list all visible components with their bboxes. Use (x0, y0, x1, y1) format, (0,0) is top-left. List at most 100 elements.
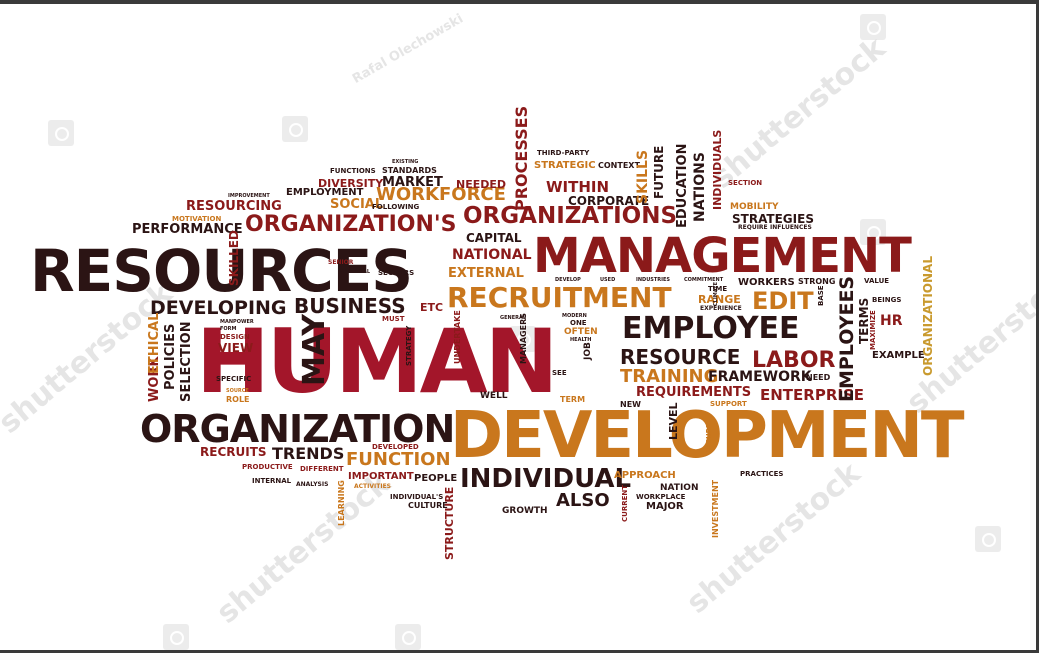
word-general: GENERAL (500, 315, 527, 321)
word-nation: NATION (660, 483, 699, 493)
word-climate: CLIMATE (713, 282, 719, 306)
watermark-badge-icon (975, 526, 1001, 552)
watermark-badge-icon (510, 326, 536, 352)
watermark-text: Rafal Olechowski (350, 11, 466, 87)
word-enterprise: ENTERPRISE (760, 386, 865, 404)
word-resourcing: RESOURCING (186, 199, 282, 214)
word-management: MANAGEMENT (533, 228, 912, 284)
word-commitment: COMMITMENT (684, 277, 724, 283)
watermark-badge-icon (395, 624, 421, 650)
word-employees: EMPLOYEES (836, 275, 858, 402)
word-develop: DEVELOP (555, 277, 581, 283)
word-functions: FUNCTIONS (330, 167, 376, 175)
word-needed: NEEDED (456, 178, 507, 191)
word-beings: BEINGS (872, 296, 902, 304)
word-new: NEW (620, 400, 641, 409)
word-financial: FINANCIAL (340, 269, 371, 275)
watermark-text: shutterstock (210, 465, 398, 631)
word-senior: SENIOR (328, 259, 354, 266)
watermark-badge-icon (163, 624, 189, 650)
word-workplace: WORKPLACE (636, 493, 686, 501)
word-employee: EMPLOYEE (622, 311, 800, 346)
word-modern: MODERN (562, 313, 587, 319)
word-base: BASE (817, 285, 825, 306)
word-market: MARKET (382, 175, 443, 190)
word-performance: PERFORMANCE (132, 222, 243, 237)
word-section: SECTION (728, 179, 763, 187)
word-role: ROLE (226, 395, 250, 404)
word-policies: POLICIES (163, 323, 178, 390)
word-human: HUMAN (196, 310, 558, 413)
word-organization: ORGANIZATION (140, 407, 455, 451)
word-edit: EDIT (752, 287, 814, 315)
word-level: LEVEL (667, 402, 680, 440)
word-important: IMPORTANT (348, 471, 414, 482)
word-recruitment: RECRUITMENT (447, 281, 672, 314)
word-support: SUPPORT (710, 400, 747, 408)
word-source: SOURCE (226, 388, 249, 394)
word-standards: STANDARDS (382, 166, 437, 175)
word-view: VIEW (218, 341, 254, 355)
word-industries: INDUSTRIES (636, 277, 670, 283)
word-processes: PROCESSES (512, 105, 531, 211)
word-following: FOLLOWING (372, 203, 420, 211)
word-sectors: SECTORS (378, 269, 415, 277)
word-often: OFTEN (564, 327, 598, 337)
word-maximize: MAXIMIZE (869, 310, 877, 350)
word-employment: EMPLOYMENT (286, 187, 364, 198)
word-education: EDUCATION (675, 143, 690, 228)
word-used: USED (600, 277, 616, 283)
word-secure: SECURE (705, 423, 713, 454)
word-strategies: STRATEGIES (732, 212, 814, 226)
word-motivation: MOTIVATION (172, 215, 222, 223)
watermark-badge-icon (282, 116, 308, 142)
word-business: BUSINESS (294, 294, 406, 318)
word-workforce: WORKFORCE (376, 184, 506, 205)
word-well: WELL (480, 391, 508, 401)
word-major: MAJOR (646, 501, 684, 512)
word-one: ONE (570, 319, 587, 327)
word-must: MUST (382, 315, 405, 323)
word-resources: RESOURCES (30, 237, 413, 305)
word-managers: MANAGERS (519, 313, 528, 364)
word-capital: CAPITAL (466, 231, 522, 245)
word-organizations-possessive: ORGANIZATION'S (245, 212, 457, 237)
watermark-text: shutterstock (705, 30, 893, 196)
word-culture: CULTURE (408, 501, 448, 510)
word-individuals: INDIVIDUALS (711, 129, 724, 210)
word-trends: TRENDS (272, 444, 345, 463)
word-within: WITHIN (546, 178, 610, 196)
word-cloud-image: shutterstock shutterstock shutterstock s… (0, 4, 1036, 650)
word-recruits: RECRUITS (200, 445, 267, 459)
word-context: CONTEXT (598, 161, 640, 170)
word-nations: NATIONS (692, 152, 708, 222)
word-etc: ETC (420, 301, 444, 314)
word-strategic: STRATEGIC (534, 160, 596, 171)
word-third-party: THIRD-PARTY (537, 149, 590, 157)
word-influences: INFLUENCES (770, 224, 812, 231)
word-strong: STRONG (798, 277, 836, 286)
word-existing: EXISTING (392, 159, 419, 165)
word-skills: SKILLS (635, 149, 651, 204)
word-ethical: ETHICAL (147, 312, 162, 374)
word-individuals-possessive: INDIVIDUAL'S (390, 493, 444, 501)
word-require: REQUIRE (738, 224, 768, 231)
word-developed: DEVELOPED (372, 443, 419, 451)
word-need: NEED (806, 373, 831, 382)
word-strategy: STRATEGY (405, 325, 413, 366)
word-current: CURRENT (621, 484, 629, 522)
word-different: DIFFERENT (300, 465, 344, 473)
word-labor: LABOR (752, 348, 836, 373)
word-workers: WORKERS (738, 277, 795, 288)
word-organizations: ORGANIZATIONS (463, 203, 678, 229)
word-mobility: MOBILITY (730, 202, 779, 212)
word-training: TRAINING (620, 366, 719, 387)
word-improvement: IMPROVEMENT (228, 193, 270, 199)
word-structure: STRUCTURE (443, 486, 456, 560)
word-framework: FRAMEWORK (708, 369, 812, 385)
word-national: NATIONAL (452, 247, 532, 263)
word-hr: HR (880, 313, 903, 329)
word-growth: GROWTH (502, 506, 548, 516)
watermark-badge-icon (48, 120, 74, 146)
word-activities: ACTIVITIES (354, 483, 391, 490)
